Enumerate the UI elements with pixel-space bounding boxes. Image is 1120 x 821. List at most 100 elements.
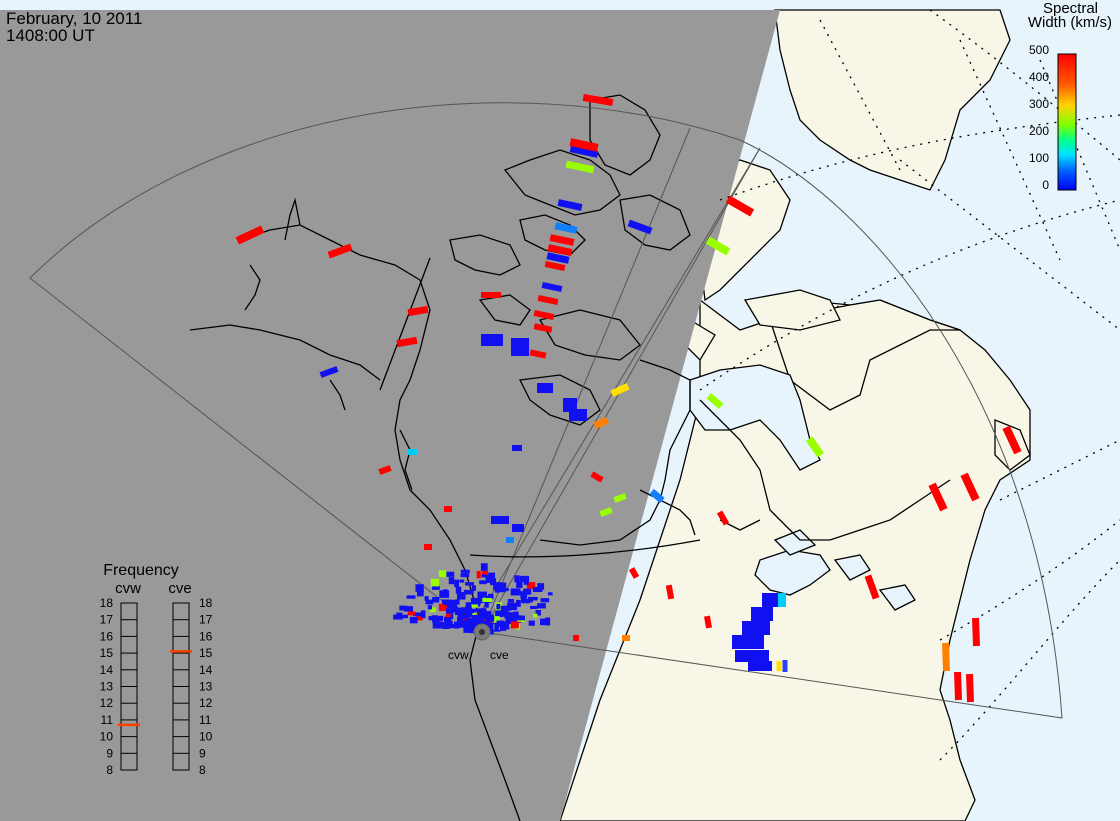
echo-cell	[610, 383, 630, 397]
echo-cell	[463, 625, 469, 630]
frequency-tick-right: 13	[199, 680, 213, 694]
echo-cell	[529, 349, 547, 359]
echo-cell	[465, 602, 472, 607]
echo-cell	[565, 160, 595, 174]
echo-cell	[748, 661, 772, 671]
echo-cell	[460, 569, 470, 573]
echo-cell	[590, 471, 604, 483]
echo-cell	[545, 617, 551, 626]
echo-cell	[407, 305, 429, 317]
frequency-tick-left: 12	[100, 696, 114, 710]
echo-cell	[507, 599, 514, 603]
echo-cell	[432, 585, 440, 590]
echo-cell	[526, 582, 536, 589]
echo-cell	[520, 591, 528, 599]
echo-cell	[470, 597, 480, 604]
echo-cell	[424, 544, 432, 550]
echo-cell	[569, 146, 599, 158]
echo-cell	[433, 615, 444, 621]
echo-cell	[438, 570, 447, 578]
echo-cell	[541, 281, 563, 293]
echo-cell	[494, 623, 500, 631]
echo-cell	[514, 575, 520, 583]
frequency-tick-left: 9	[106, 746, 113, 760]
echo-cell	[497, 584, 506, 593]
echo-cell	[544, 260, 566, 272]
echo-cell	[481, 334, 503, 346]
echo-cell	[510, 621, 519, 629]
echo-cell	[954, 671, 962, 701]
echo-cell	[459, 622, 468, 626]
echo-cell	[488, 593, 494, 600]
echo-cell	[428, 615, 436, 621]
echo-cell	[533, 613, 538, 618]
frequency-tick-left: 14	[100, 663, 114, 677]
echo-cell	[319, 366, 339, 378]
radar-label-cve: cve	[490, 648, 509, 662]
colorbar-title-line2: Width (km/s)	[1028, 14, 1112, 31]
echo-cell	[507, 620, 514, 625]
colorbar-tick: 100	[1029, 151, 1049, 165]
echo-cell	[569, 138, 599, 152]
echo-cell	[396, 612, 403, 617]
echo-cell	[471, 585, 476, 591]
date-label: February, 10 2011	[6, 9, 143, 28]
echo-cell	[523, 588, 532, 595]
echo-cell	[442, 625, 450, 629]
border-line	[379, 257, 431, 391]
echo-cell	[573, 635, 579, 641]
echo-cell	[396, 336, 418, 348]
radar-site-dot	[479, 629, 485, 635]
echo-cell	[425, 599, 434, 605]
echo-cell	[716, 510, 730, 526]
echo-cell	[539, 618, 547, 626]
radar-sites: cvw cve	[448, 623, 509, 662]
echo-cell	[537, 603, 546, 609]
echo-cell	[480, 563, 488, 571]
echo-cell	[407, 449, 417, 455]
echo-cell	[742, 621, 770, 635]
echo-cell	[557, 199, 583, 211]
echo-cell	[416, 615, 423, 621]
echo-cell	[449, 623, 458, 629]
latitude-line	[469, 539, 701, 558]
frequency-tick-right: 15	[199, 646, 213, 660]
echo-cell	[523, 579, 529, 585]
echo-cell	[409, 616, 418, 624]
echo-cell	[704, 615, 712, 629]
echo-cell	[532, 587, 542, 592]
echo-cell	[622, 635, 630, 641]
echo-cell	[489, 616, 500, 623]
echo-cell	[628, 567, 640, 579]
echo-cell	[475, 618, 484, 624]
frequency-title: Frequency	[103, 562, 179, 579]
echo-cell	[468, 604, 478, 608]
echo-cell	[537, 294, 559, 306]
echo-cell	[430, 578, 440, 587]
echo-cell	[593, 416, 609, 430]
echo-cell	[725, 195, 755, 217]
echo-cell	[476, 597, 481, 605]
frequency-panel: Frequency cvw cve 18 18 17 17 16 16 15 15 14 14 13…	[100, 562, 213, 777]
echo-cell	[465, 613, 473, 618]
frequency-tick-right: 18	[199, 596, 213, 610]
echo-cell	[513, 611, 519, 620]
echo-cell	[504, 612, 514, 619]
echo-cell	[735, 650, 769, 662]
echo-cell	[481, 574, 486, 578]
echo-cell	[399, 605, 408, 611]
day-water	[689, 364, 916, 611]
echo-cell	[928, 482, 948, 512]
echo-cell	[972, 617, 980, 647]
echo-cell	[547, 592, 553, 596]
echo-cell	[457, 592, 466, 600]
frequency-tick-left: 16	[100, 629, 114, 643]
echo-cell	[782, 660, 788, 672]
frequency-tick-left: 15	[100, 646, 114, 660]
echo-cell	[516, 615, 526, 621]
echo-cell	[457, 616, 467, 623]
echo-cell	[415, 584, 424, 592]
echo-cell	[530, 605, 538, 610]
frequency-tick-right: 11	[199, 713, 212, 727]
